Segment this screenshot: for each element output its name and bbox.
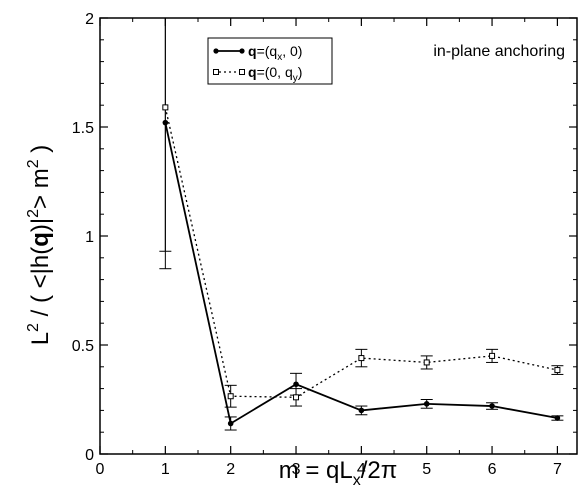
data-point bbox=[293, 394, 300, 401]
data-point bbox=[162, 104, 169, 111]
data-point bbox=[423, 359, 430, 366]
legend-label-qy: q=(0, qy) bbox=[248, 64, 302, 84]
x-tick-label: 0 bbox=[96, 461, 105, 478]
series-layer bbox=[159, 17, 564, 431]
data-point bbox=[227, 420, 234, 427]
legend-entry-qy: q=(0, qy) bbox=[213, 64, 302, 84]
x-axis-title: m = qLx/2π bbox=[279, 457, 398, 485]
y-tick-label: 0.5 bbox=[72, 338, 94, 355]
x-tick-label: 7 bbox=[553, 461, 562, 478]
x-tick-label: 1 bbox=[161, 461, 170, 478]
error-bar bbox=[159, 17, 172, 252]
legend: q=(qx, 0) q=(0, qy) bbox=[207, 37, 333, 85]
y-axis-title: L2 / ( <|h(q)|2> m2 ) bbox=[25, 145, 54, 346]
legend-marker-square bbox=[213, 69, 219, 75]
chart-annotation: in-plane anchoring bbox=[433, 43, 565, 60]
data-point bbox=[554, 415, 561, 421]
x-tick-label: 2 bbox=[226, 461, 235, 478]
y-tick-label: 1 bbox=[85, 229, 94, 246]
legend-marker-circle bbox=[239, 48, 245, 54]
data-point bbox=[554, 367, 561, 374]
series-line bbox=[164, 122, 558, 425]
x-tick-label: 6 bbox=[488, 461, 497, 478]
legend-marker-circle bbox=[213, 48, 219, 54]
data-point bbox=[358, 355, 365, 362]
series-qy bbox=[159, 17, 564, 408]
y-tick-label: 1.5 bbox=[72, 120, 94, 137]
axes: 0 1 2 3 4 5 6 7 0 0.5 1 1.5 2 bbox=[72, 11, 577, 478]
legend-box bbox=[207, 37, 333, 85]
legend-marker-square bbox=[239, 69, 245, 75]
y-tick-label: 0 bbox=[85, 447, 94, 464]
x-tick-label: 4 bbox=[357, 461, 366, 478]
data-point bbox=[489, 403, 495, 409]
data-point bbox=[489, 352, 496, 359]
data-point bbox=[293, 381, 299, 388]
plot-frame bbox=[99, 17, 578, 455]
data-point bbox=[358, 407, 365, 414]
data-point bbox=[227, 393, 234, 400]
legend-entry-qx: q=(qx, 0) bbox=[213, 43, 302, 63]
x-tick-label: 5 bbox=[422, 461, 431, 478]
y-tick-label: 2 bbox=[85, 11, 94, 28]
data-point bbox=[423, 401, 430, 407]
x-tick-label: 3 bbox=[292, 461, 301, 478]
plot-border bbox=[99, 17, 578, 455]
legend-label-qx: q=(qx, 0) bbox=[248, 43, 302, 63]
